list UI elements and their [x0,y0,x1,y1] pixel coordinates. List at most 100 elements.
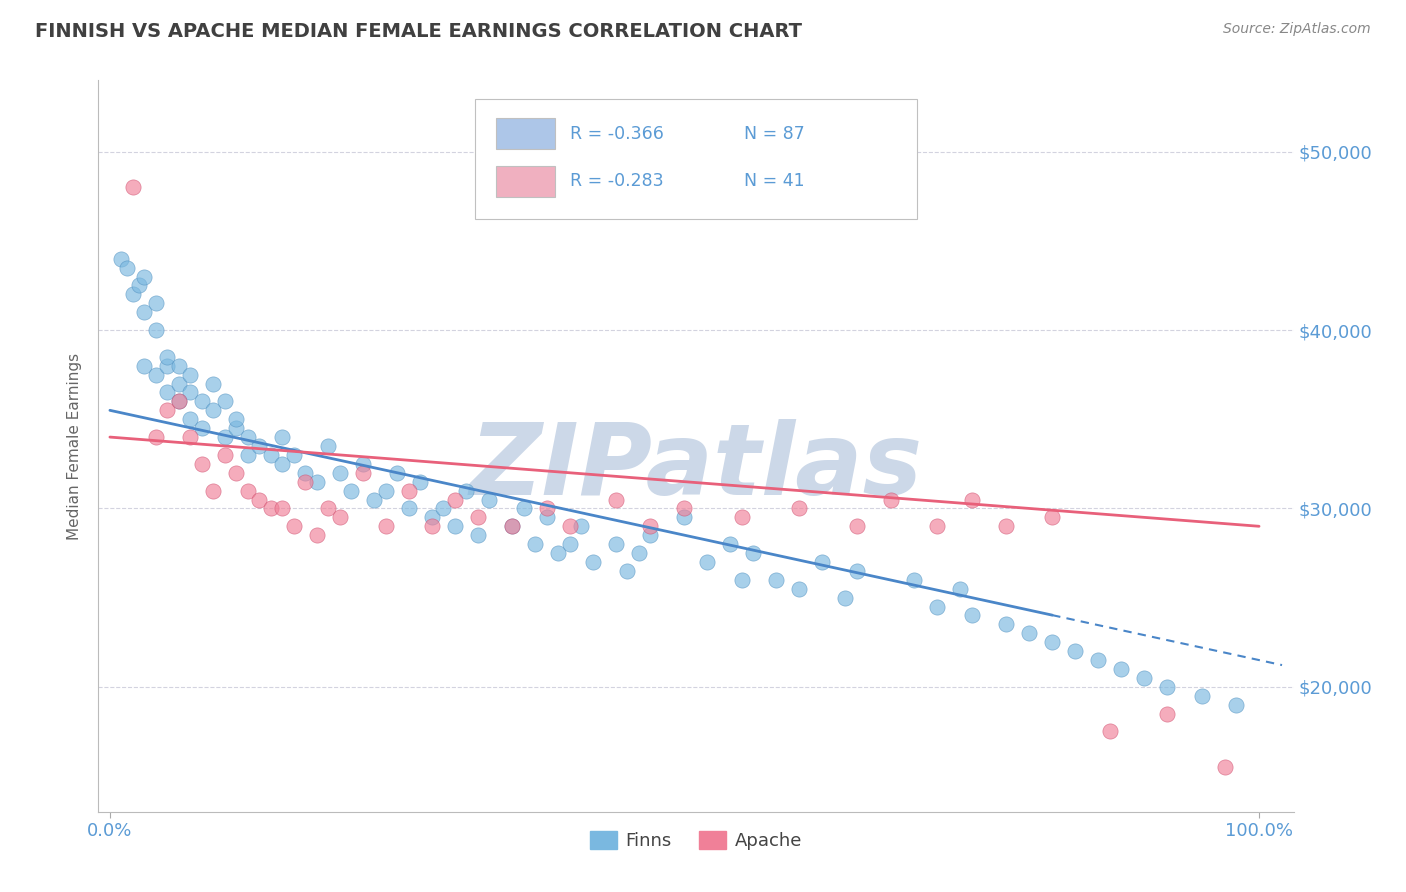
Point [179,430,201,444]
Point [145,323,167,337]
Text: N = 87: N = 87 [744,125,804,143]
Point [880,492,903,507]
Point [467,510,489,524]
Point [1156,680,1178,694]
Point [903,573,925,587]
Point [156,385,179,400]
Point [512,501,534,516]
Point [128,278,150,293]
Point [398,501,420,516]
Point [305,475,328,489]
Point [995,617,1018,632]
Point [191,421,214,435]
Point [834,591,856,605]
Point [145,296,167,310]
Point [167,394,190,409]
Point [385,466,409,480]
Point [145,368,167,382]
Point [283,448,305,462]
Point [191,457,214,471]
Point [156,350,179,364]
Point [811,555,834,569]
Point [202,376,225,391]
Point [110,252,132,266]
Point [1109,662,1132,676]
Point [536,510,558,524]
Point [420,519,443,533]
Point [456,483,478,498]
Text: Source: ZipAtlas.com: Source: ZipAtlas.com [1223,22,1371,37]
Point [627,546,650,560]
Point [478,492,501,507]
Point [845,564,868,578]
Y-axis label: Median Female Earnings: Median Female Earnings [67,352,83,540]
Point [167,394,190,409]
Point [340,483,363,498]
Point [467,528,489,542]
Point [374,519,396,533]
Point [1064,644,1087,658]
Point [960,492,983,507]
Point [352,457,374,471]
Point [949,582,972,596]
Text: ZIPatlas: ZIPatlas [470,419,922,516]
Point [845,519,868,533]
Point [524,537,547,551]
Point [179,385,201,400]
Point [374,483,396,498]
FancyBboxPatch shape [475,99,917,219]
Point [236,430,259,444]
Legend: Finns, Apache: Finns, Apache [582,823,810,857]
Point [720,537,742,551]
Text: N = 41: N = 41 [744,172,804,190]
Point [420,510,443,524]
Point [501,519,523,533]
Point [260,448,283,462]
Point [501,519,523,533]
Point [443,519,465,533]
Point [1040,635,1063,649]
Point [271,501,294,516]
Point [247,439,270,453]
Point [247,492,270,507]
Point [569,519,592,533]
Point [145,430,167,444]
Point [167,376,190,391]
Point [283,519,305,533]
Point [179,368,201,382]
Point [1191,689,1213,703]
Point [731,573,754,587]
Point [536,501,558,516]
Point [134,269,156,284]
Point [409,475,432,489]
Point [122,287,145,301]
FancyBboxPatch shape [496,166,555,196]
Point [1087,653,1109,667]
Point [156,403,179,417]
Point [1225,698,1247,712]
Point [225,466,247,480]
Point [638,519,661,533]
Point [316,439,339,453]
Point [432,501,454,516]
Point [443,492,465,507]
Point [1098,724,1121,739]
Point [271,430,294,444]
Point [673,501,696,516]
Point [134,359,156,373]
Point [696,555,718,569]
Point [673,510,696,524]
Point [167,359,190,373]
Point [305,528,328,542]
Point [605,537,627,551]
Point [294,466,316,480]
Point [271,457,294,471]
Point [638,528,661,542]
Point [742,546,765,560]
Point [316,501,339,516]
Point [352,466,374,480]
Point [1018,626,1040,640]
Point [156,359,179,373]
Point [581,555,603,569]
FancyBboxPatch shape [496,119,555,149]
